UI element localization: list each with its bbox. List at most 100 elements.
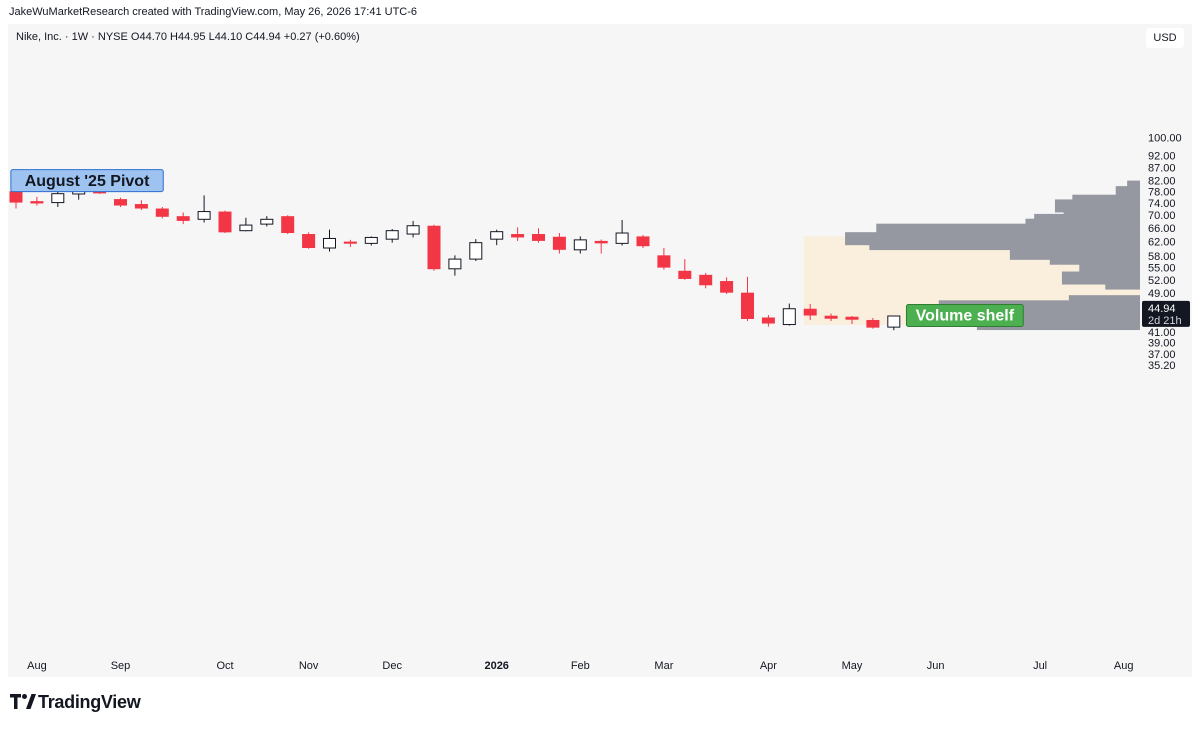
y-tick-label: 52.00: [1148, 275, 1176, 287]
x-tick-label: Sep: [111, 660, 131, 672]
candle-body-up: [887, 315, 901, 328]
candle-body-up: [260, 218, 274, 225]
x-tick-label: Aug: [27, 660, 47, 672]
candle-body-down: [343, 241, 357, 244]
candle-body-up: [385, 230, 399, 240]
candle: [678, 259, 692, 280]
candle-body-down: [699, 274, 713, 286]
candle: [552, 233, 566, 254]
y-tick-label: 100.00: [1148, 132, 1182, 144]
y-tick-label: 37.00: [1148, 349, 1176, 361]
candle-body-down: [281, 216, 295, 234]
candle: [845, 316, 859, 325]
annotation-text: Volume shelf: [916, 308, 1015, 325]
y-tick-label: 55.00: [1148, 263, 1176, 275]
y-tick-label: 62.00: [1148, 237, 1176, 249]
price-chart[interactable]: August '25 Pivot Volume shelf 100.00 92.00…: [8, 24, 1192, 677]
y-tick-label: 74.00: [1148, 198, 1176, 210]
candle: [720, 277, 734, 295]
candle-body-down: [741, 292, 754, 319]
candle: [218, 210, 232, 234]
candle-body-up: [448, 258, 462, 270]
candle: [657, 248, 671, 270]
candle: [134, 200, 148, 211]
candle-body-up: [197, 211, 211, 220]
y-tick-label: 82.00: [1148, 176, 1176, 188]
candle-body-up: [490, 231, 504, 240]
last-price-box: [1142, 300, 1190, 327]
candle: [197, 195, 211, 223]
candle-body-up: [615, 232, 629, 244]
candle: [30, 196, 44, 206]
candle: [469, 239, 483, 262]
x-tick-label: Jun: [927, 660, 945, 672]
candle-body-up: [364, 236, 378, 244]
y-tick-label: 58.00: [1148, 251, 1176, 263]
y-tick-label: 87.00: [1148, 163, 1176, 175]
x-tick-label: Dec: [382, 660, 402, 672]
candle: [573, 236, 587, 254]
annotation-text: August '25 Pivot: [25, 173, 150, 190]
candle-body-down: [594, 240, 608, 244]
y-tick-label: 92.00: [1148, 150, 1176, 162]
x-tick-label: Nov: [299, 660, 319, 672]
candle-body-down: [9, 191, 23, 203]
candle: [343, 239, 357, 247]
y-tick-label: 66.00: [1148, 223, 1176, 235]
candle-body-up: [51, 193, 65, 204]
candle: [260, 216, 274, 227]
candle: [803, 304, 817, 320]
chart-panel[interactable]: August '25 Pivot Volume shelf 100.00 92.00…: [8, 24, 1192, 677]
tradingview-logo-icon: [10, 694, 36, 709]
candle: [51, 191, 65, 208]
candle-body-up: [573, 239, 587, 251]
y-tick-label: 41.00: [1148, 327, 1176, 339]
x-tick-label: Aug: [1114, 660, 1134, 672]
candle-body-up: [469, 242, 483, 260]
candle: [782, 303, 796, 326]
candle-body-down: [678, 270, 692, 279]
candle: [155, 207, 169, 219]
candle-body-down: [552, 236, 566, 250]
candle-body-down: [845, 316, 859, 320]
candle-body-down: [866, 319, 880, 328]
volume-profile-bar: [1105, 276, 1140, 290]
candle-body-down: [657, 255, 671, 268]
y-tick-label: 78.00: [1148, 186, 1176, 198]
y-tick-label: 39.00: [1148, 338, 1176, 350]
candle-body-down: [511, 234, 525, 238]
candle-body-down: [824, 315, 838, 319]
candle: [490, 229, 504, 246]
candle-body-up: [323, 237, 336, 249]
candle: [323, 229, 336, 252]
candle: [427, 224, 441, 271]
candle: [511, 227, 525, 241]
y-tick-label: 70.00: [1148, 210, 1176, 222]
x-tick-label: Mar: [654, 660, 673, 672]
candle: [114, 197, 127, 208]
candle: [761, 315, 775, 327]
candle-body-up: [782, 308, 796, 326]
candle-body-down: [218, 211, 232, 233]
x-tick-label: Feb: [571, 660, 590, 672]
currency-button[interactable]: USD: [1146, 28, 1184, 48]
annotation-box: [905, 304, 1024, 328]
candle: [866, 317, 880, 329]
candle: [615, 219, 629, 246]
candle: [448, 255, 462, 276]
candle-body-down: [427, 225, 441, 270]
pivot-annotation: August '25 Pivot: [10, 169, 164, 193]
candle: [636, 235, 650, 249]
volume-shelf-annotation: Volume shelf: [905, 304, 1024, 328]
candle-body-down: [720, 281, 734, 293]
candle: [594, 239, 608, 254]
candle-body-up: [406, 225, 420, 235]
y-tick-label: 35.20: [1148, 360, 1176, 372]
candle: [406, 220, 420, 238]
candle-body-down: [302, 234, 316, 249]
candle-body-down: [114, 199, 127, 206]
chart-author-caption: JakeWuMarketResearch created with Tradin…: [9, 6, 418, 18]
candle: [239, 217, 253, 232]
candle: [281, 215, 295, 235]
